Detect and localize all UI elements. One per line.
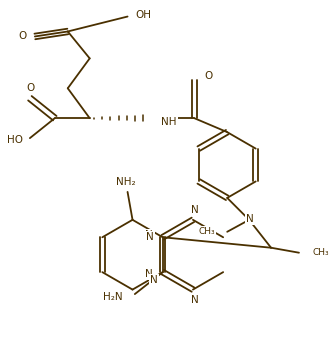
Text: O: O: [19, 31, 27, 42]
Text: O: O: [27, 83, 35, 93]
Text: N: N: [146, 232, 154, 242]
Text: HO: HO: [7, 135, 23, 145]
Text: N: N: [246, 214, 254, 224]
Text: N: N: [145, 230, 153, 240]
Text: NH: NH: [162, 117, 177, 127]
Text: NH₂: NH₂: [116, 177, 136, 187]
Text: OH: OH: [136, 9, 152, 20]
Text: CH₃: CH₃: [313, 248, 330, 257]
Text: CH₃: CH₃: [198, 227, 215, 236]
Text: N: N: [191, 294, 199, 305]
Text: H₂N: H₂N: [103, 292, 123, 302]
Text: O: O: [204, 71, 212, 81]
Text: N: N: [191, 205, 199, 215]
Text: N: N: [145, 269, 153, 279]
Text: N: N: [150, 275, 158, 285]
